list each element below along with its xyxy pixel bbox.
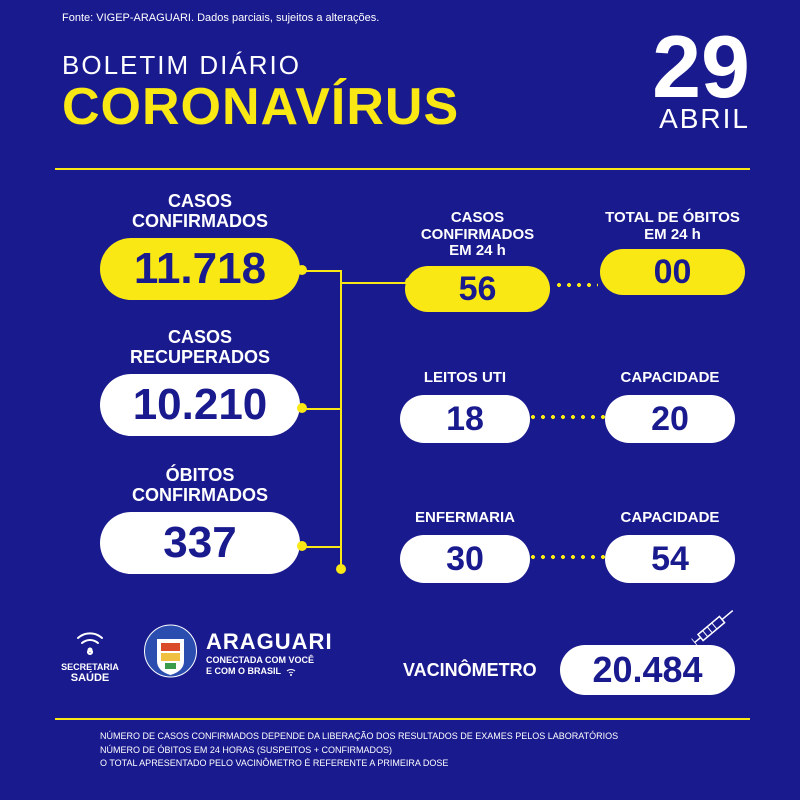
label-line: CONFIRMADOS: [132, 485, 268, 505]
stat-value-pill: 11.718: [100, 238, 300, 300]
city-name: ARAGUARI: [206, 629, 333, 655]
araguari-text: ARAGUARI CONECTADA COM VOCÊ E COM O BRAS…: [206, 629, 333, 678]
stat-confirmed: CASOS CONFIRMADOS 11.718: [100, 192, 300, 300]
stat-value-pill: 10.210: [100, 374, 300, 436]
logo-text: SAÚDE: [71, 672, 110, 684]
stat-label: ENFERMARIA: [400, 510, 530, 527]
connector-dot: [297, 541, 307, 551]
stat-label: TOTAL DE ÓBITOS EM 24 h: [595, 210, 750, 243]
divider-top: [55, 168, 750, 170]
stat-label: CASOS RECUPERADOS: [100, 328, 300, 368]
wifi-icon: [72, 622, 108, 658]
footnote-line: NÚMERO DE CASOS CONFIRMADOS DEPENDE DA L…: [100, 730, 618, 744]
stat-deaths: ÓBITOS CONFIRMADOS 337: [100, 466, 300, 574]
dotted-connector: [554, 283, 598, 287]
date-month: ABRIL: [652, 103, 750, 135]
stat-label: CASOS CONFIRMADOS EM 24 h: [400, 210, 555, 260]
label-line: ÓBITOS: [166, 465, 235, 485]
stat-value-pill: 56: [405, 266, 550, 312]
label-line: CONFIRMADOS: [132, 211, 268, 231]
syringe-icon: [688, 600, 743, 651]
stat-ward-beds: ENFERMARIA 30: [400, 510, 530, 583]
connector-dot: [297, 403, 307, 413]
label-line: RECUPERADOS: [130, 347, 270, 367]
dotted-connector: [528, 415, 608, 419]
label-line: CASOS: [168, 191, 232, 211]
label-line: TOTAL DE ÓBITOS: [605, 209, 740, 226]
stat-label: ÓBITOS CONFIRMADOS: [100, 466, 300, 506]
label-line: CASOS CONFIRMADOS: [421, 209, 534, 243]
label-line: CASOS: [168, 327, 232, 347]
stat-recovered: CASOS RECUPERADOS 10.210: [100, 328, 300, 436]
stat-value-pill: 337: [100, 512, 300, 574]
stat-label: CASOS CONFIRMADOS: [100, 192, 300, 232]
stat-label: LEITOS UTI: [400, 370, 530, 387]
date-day: 29: [652, 30, 750, 105]
stat-value-pill: 54: [605, 535, 735, 583]
stat-label: CAPACIDADE: [605, 370, 735, 387]
footnote-line: NÚMERO DE ÓBITOS EM 24 HORAS (SUSPEITOS …: [100, 744, 618, 758]
header: BOLETIM DIÁRIO CORONAVÍRUS: [62, 50, 459, 137]
slogan-line: CONECTADA COM VOCÊ: [206, 655, 333, 666]
stat-ward-capacity: CAPACIDADE 54: [605, 510, 735, 583]
stat-value-pill: 00: [600, 249, 745, 295]
wifi-icon: [285, 665, 297, 677]
crest-icon: [143, 621, 198, 686]
connector-line: [340, 270, 342, 570]
footnotes: NÚMERO DE CASOS CONFIRMADOS DEPENDE DA L…: [100, 730, 618, 771]
vacinometro-label: VACINÔMETRO: [403, 660, 537, 681]
slogan-text: E COM O BRASIL: [206, 666, 281, 677]
label-line: EM 24 h: [644, 226, 701, 243]
secretaria-logo: SECRETARIA SAÚDE: [55, 618, 125, 688]
araguari-logo: ARAGUARI CONECTADA COM VOCÊ E COM O BRAS…: [143, 621, 333, 686]
slogan-line: E COM O BRASIL: [206, 665, 333, 677]
stat-confirmed-24h: CASOS CONFIRMADOS EM 24 h 56: [400, 210, 555, 312]
stat-value-pill: 20: [605, 395, 735, 443]
connector-dot: [336, 564, 346, 574]
footer-logos: SECRETARIA SAÚDE ARAGUARI CONECTADA COM …: [55, 618, 333, 688]
connector-dot: [297, 265, 307, 275]
dotted-connector: [528, 555, 608, 559]
stat-deaths-24h: TOTAL DE ÓBITOS EM 24 h 00: [595, 210, 750, 295]
label-line: EM 24 h: [449, 242, 506, 259]
stat-uti-capacity: CAPACIDADE 20: [605, 370, 735, 443]
logo-text: SECRETARIA: [61, 662, 119, 672]
vacinometro-value: 20.484: [560, 645, 735, 695]
source-text: Fonte: VIGEP-ARAGUARI. Dados parciais, s…: [62, 12, 379, 24]
header-title: CORONAVÍRUS: [62, 77, 459, 137]
stat-value-pill: 18: [400, 395, 530, 443]
date-block: 29 ABRIL: [652, 30, 750, 135]
divider-bottom: [55, 718, 750, 720]
stat-value-pill: 30: [400, 535, 530, 583]
connector-line: [340, 282, 408, 284]
footnote-line: O TOTAL APRESENTADO PELO VACINÔMETRO É R…: [100, 757, 618, 771]
stat-uti-beds: LEITOS UTI 18: [400, 370, 530, 443]
stat-label: CAPACIDADE: [605, 510, 735, 527]
